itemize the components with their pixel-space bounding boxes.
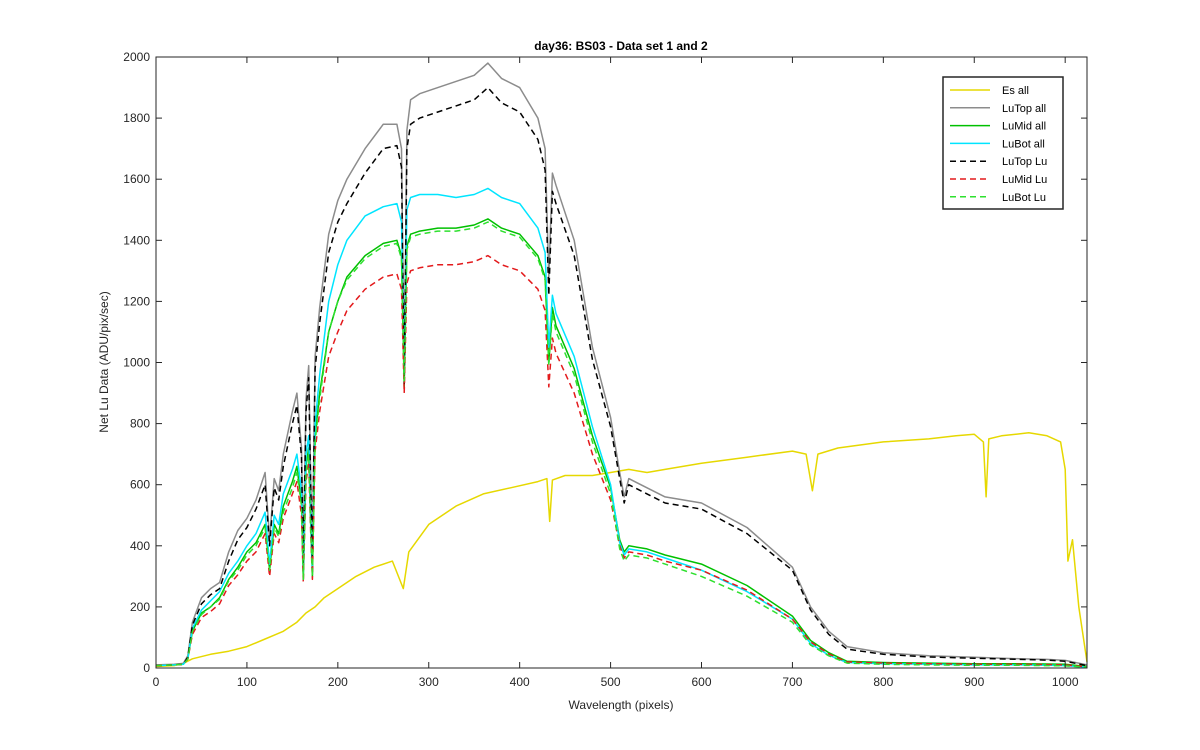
legend-label-3: LuBot all [1002, 138, 1045, 150]
legend-items: Es all LuTop all LuMid all LuBot all LuTop L… [950, 85, 1047, 204]
y-tick-label: 1800 [123, 111, 150, 125]
x-tick-label: 600 [691, 675, 711, 689]
legend-label-2: LuMid all [1002, 121, 1046, 133]
x-tick-label: 500 [601, 675, 621, 689]
x-tick-label: 300 [419, 675, 439, 689]
series-line-0 [155, 432, 1088, 668]
y-tick-label: 1200 [123, 294, 150, 308]
y-tick-label: 400 [130, 539, 150, 553]
x-tick-label: 0 [153, 675, 160, 689]
legend: Es all LuTop all LuMid all LuBot all LuTop L… [942, 76, 1064, 210]
y-tick-label: 0 [143, 661, 150, 675]
x-tick-label: 100 [237, 675, 257, 689]
y-axis-label: Net Lu Data (ADU/pix/sec) [97, 291, 111, 432]
y-tick-label: 600 [130, 478, 150, 492]
chart-title: day36: BS03 - Data set 1 and 2 [534, 39, 708, 53]
x-tick-label: 900 [964, 675, 984, 689]
legend-label-5: LuMid Lu [1002, 174, 1047, 186]
x-tick-label: 400 [510, 675, 530, 689]
legend-label-1: LuTop all [1002, 103, 1046, 115]
legend-label-6: LuBot Lu [1002, 192, 1046, 204]
x-tick-label: 700 [782, 675, 802, 689]
legend-label-0: Es all [1002, 85, 1029, 97]
y-tick-label: 2000 [123, 50, 150, 64]
y-tick-label: 200 [130, 600, 150, 614]
series-line-6 [155, 221, 1088, 668]
ticks-layer: 0 100 200 300 400 500 600 700 800 900 1000 0 200 400 6… [123, 50, 1087, 689]
series-line-4 [155, 86, 1088, 667]
y-tick-label: 1400 [123, 233, 150, 247]
y-tick-label: 1600 [123, 172, 150, 186]
legend-label-4: LuTop Lu [1002, 156, 1047, 168]
plot-area [156, 57, 1087, 668]
x-tick-label: 200 [328, 675, 348, 689]
x-axis-label: Wavelength (pixels) [569, 698, 674, 712]
series-layer [155, 62, 1088, 668]
y-tick-label: 1000 [123, 356, 150, 370]
x-tick-label: 800 [873, 675, 893, 689]
x-tick-label: 1000 [1052, 675, 1079, 689]
y-tick-label: 800 [130, 417, 150, 431]
